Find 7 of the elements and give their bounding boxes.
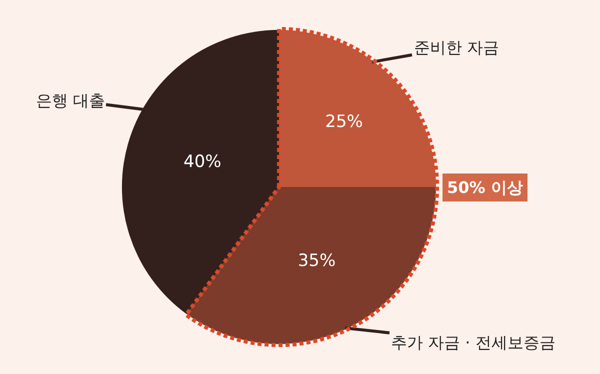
- text: 50% 이상: [447, 178, 523, 197]
- slice-label: 준비한 자금: [414, 38, 500, 57]
- slice-label: 은행 대출: [36, 91, 106, 110]
- data-label: 40%: [184, 152, 222, 172]
- data-label: 25%: [325, 112, 363, 132]
- slice-label: 추가 자금 · 전세보증금: [391, 333, 556, 352]
- data-label: 35%: [298, 251, 336, 272]
